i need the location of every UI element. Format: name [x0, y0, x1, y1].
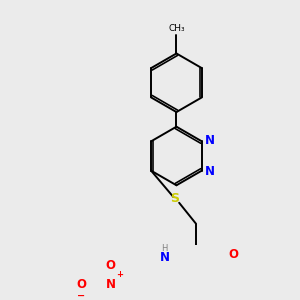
Text: −: − [76, 291, 85, 300]
Text: N: N [205, 134, 215, 147]
Text: H: H [161, 244, 168, 253]
Text: O: O [228, 248, 239, 260]
Text: N: N [106, 278, 116, 291]
Text: O: O [106, 259, 116, 272]
Text: O: O [76, 278, 86, 292]
Text: +: + [116, 270, 123, 279]
Text: CH₃: CH₃ [168, 24, 185, 33]
Text: N: N [205, 165, 215, 178]
Text: S: S [170, 192, 179, 205]
Text: N: N [160, 251, 170, 264]
